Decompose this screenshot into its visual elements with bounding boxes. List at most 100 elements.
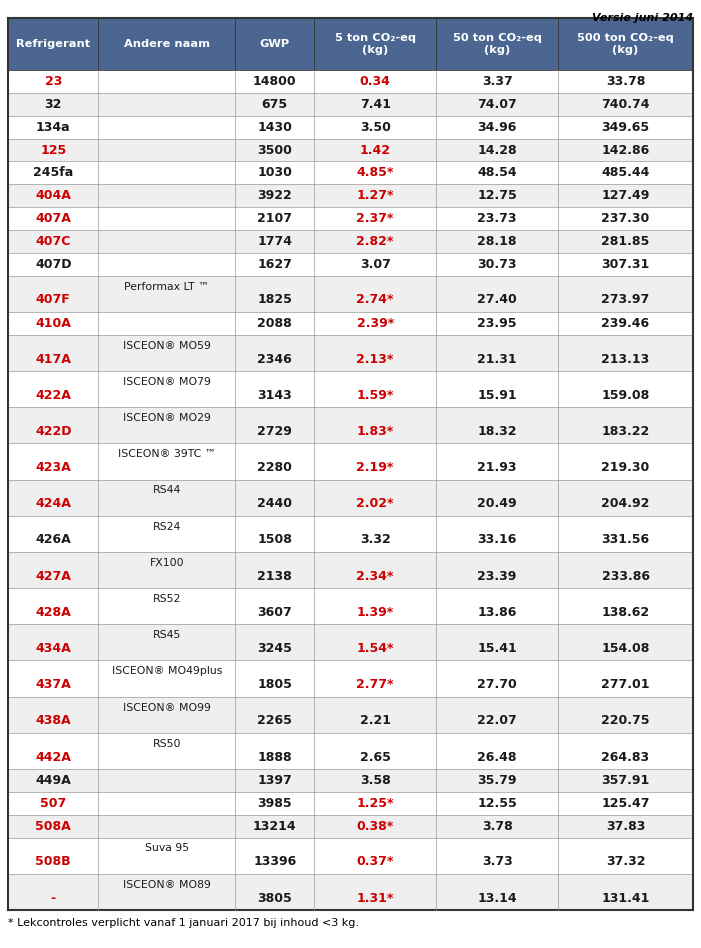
Text: 134a: 134a — [36, 120, 71, 134]
Bar — [8, 18, 693, 70]
Text: 1825: 1825 — [257, 294, 292, 306]
Text: 2.34*: 2.34* — [357, 570, 394, 583]
Text: FX100: FX100 — [149, 557, 184, 568]
Text: 220.75: 220.75 — [601, 715, 650, 727]
Text: 2440: 2440 — [257, 498, 292, 510]
Text: 1030: 1030 — [257, 166, 292, 179]
Text: 33.16: 33.16 — [477, 534, 517, 546]
Bar — [8, 661, 693, 697]
Text: 442A: 442A — [35, 751, 71, 763]
Text: 125: 125 — [40, 143, 67, 156]
Bar — [8, 407, 693, 444]
Text: 508A: 508A — [35, 820, 71, 832]
Text: 1.25*: 1.25* — [356, 797, 394, 810]
Text: 5 ton CO₂-eq
(kg): 5 ton CO₂-eq (kg) — [334, 33, 416, 55]
Text: * Lekcontroles verplicht vanaf 1 januari 2017 bij inhoud <3 kg.: * Lekcontroles verplicht vanaf 1 januari… — [8, 918, 359, 928]
Text: ISCEON® MO89: ISCEON® MO89 — [123, 880, 211, 889]
Text: 404A: 404A — [35, 190, 71, 202]
Text: 273.97: 273.97 — [601, 294, 650, 306]
Bar — [8, 230, 693, 253]
Text: 23.39: 23.39 — [477, 570, 517, 583]
Text: 1.39*: 1.39* — [357, 606, 394, 619]
Text: 18.32: 18.32 — [477, 425, 517, 438]
Text: 125.47: 125.47 — [601, 797, 650, 810]
Bar — [8, 70, 693, 93]
Text: 21.93: 21.93 — [477, 461, 517, 474]
Text: 15.91: 15.91 — [477, 389, 517, 402]
Text: 428A: 428A — [35, 606, 71, 619]
Text: 23: 23 — [45, 75, 62, 88]
Text: 30.73: 30.73 — [477, 258, 517, 271]
Bar — [8, 253, 693, 276]
Text: 3.73: 3.73 — [482, 855, 512, 868]
Text: 410A: 410A — [35, 317, 71, 330]
Text: 3.58: 3.58 — [360, 774, 390, 787]
Text: 3.50: 3.50 — [360, 120, 390, 134]
Text: 2.13*: 2.13* — [357, 353, 394, 366]
Bar — [8, 588, 693, 625]
Text: 1.27*: 1.27* — [356, 190, 394, 202]
Text: 13396: 13396 — [253, 855, 297, 868]
Bar — [8, 116, 693, 138]
Text: 12.75: 12.75 — [477, 190, 517, 202]
Text: RS52: RS52 — [153, 594, 181, 604]
Bar — [8, 733, 693, 769]
Text: 357.91: 357.91 — [601, 774, 650, 787]
Text: 1627: 1627 — [257, 258, 292, 271]
Text: 1774: 1774 — [257, 235, 292, 248]
Text: 2138: 2138 — [257, 570, 292, 583]
Text: 2107: 2107 — [257, 212, 292, 225]
Text: 204.92: 204.92 — [601, 498, 650, 510]
Text: 449A: 449A — [35, 774, 71, 787]
Bar — [8, 516, 693, 552]
Text: 245fa: 245fa — [33, 166, 74, 179]
Text: 277.01: 277.01 — [601, 678, 650, 691]
Text: 422A: 422A — [35, 389, 71, 402]
Text: 21.31: 21.31 — [477, 353, 517, 366]
Text: 438A: 438A — [35, 715, 71, 727]
Text: 426A: 426A — [35, 534, 71, 546]
Text: -: - — [50, 891, 56, 904]
Text: 2.02*: 2.02* — [356, 498, 394, 510]
Text: Versie juni 2014: Versie juni 2014 — [592, 13, 693, 23]
Text: Suva 95: Suva 95 — [145, 844, 189, 853]
Text: ISCEON® MO49plus: ISCEON® MO49plus — [111, 666, 222, 676]
Text: 159.08: 159.08 — [601, 389, 650, 402]
Text: 407C: 407C — [36, 235, 71, 248]
Text: 37.32: 37.32 — [606, 855, 646, 868]
Text: 1.42: 1.42 — [360, 143, 390, 156]
Text: 15.41: 15.41 — [477, 642, 517, 655]
Text: Performax LT ™: Performax LT ™ — [124, 282, 210, 292]
Text: 3.78: 3.78 — [482, 820, 512, 832]
Text: ISCEON® MO99: ISCEON® MO99 — [123, 702, 211, 713]
Text: 500 ton CO₂-eq
(kg): 500 ton CO₂-eq (kg) — [577, 33, 674, 55]
Text: 12.55: 12.55 — [477, 797, 517, 810]
Text: 1.54*: 1.54* — [356, 642, 394, 655]
Text: 1397: 1397 — [257, 774, 292, 787]
Text: 2.19*: 2.19* — [357, 461, 394, 474]
Text: 13.86: 13.86 — [477, 606, 517, 619]
Text: ISCEON® MO59: ISCEON® MO59 — [123, 340, 211, 351]
Text: 2265: 2265 — [257, 715, 292, 727]
Text: 423A: 423A — [35, 461, 71, 474]
Text: 13214: 13214 — [253, 820, 297, 832]
Bar — [8, 276, 693, 312]
Text: 3607: 3607 — [257, 606, 292, 619]
Text: 407F: 407F — [36, 294, 71, 306]
Text: 154.08: 154.08 — [601, 642, 650, 655]
Bar — [8, 335, 693, 371]
Text: 50 ton CO₂-eq
(kg): 50 ton CO₂-eq (kg) — [453, 33, 542, 55]
Text: 48.54: 48.54 — [477, 166, 517, 179]
Text: 427A: 427A — [35, 570, 71, 583]
Text: RS24: RS24 — [153, 521, 181, 532]
Text: 331.56: 331.56 — [601, 534, 650, 546]
Bar — [8, 769, 693, 792]
Text: 675: 675 — [261, 98, 288, 111]
Text: 0.38*: 0.38* — [357, 820, 394, 832]
Text: 74.07: 74.07 — [477, 98, 517, 111]
Bar — [8, 480, 693, 516]
Text: 1.31*: 1.31* — [357, 891, 394, 904]
Text: 434A: 434A — [35, 642, 71, 655]
Text: ISCEON® 39TC ™: ISCEON® 39TC ™ — [118, 449, 216, 459]
Text: 183.22: 183.22 — [601, 425, 650, 438]
